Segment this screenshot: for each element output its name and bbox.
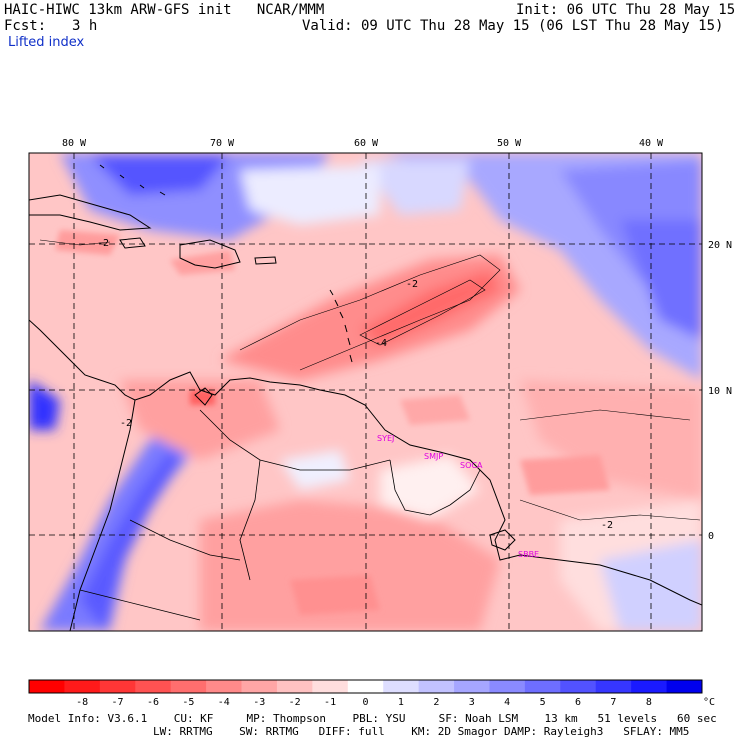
colorbar-tick-label: -8 xyxy=(76,697,88,708)
colorbar-tick-label: 2 xyxy=(433,697,439,708)
colorbar-tick-label: -2 xyxy=(289,697,301,708)
contour-label: -2 xyxy=(406,279,418,290)
colorbar-tick-label: 1 xyxy=(398,697,404,708)
colorbar-cell xyxy=(170,680,207,693)
contour-labels: -2 -2 -4 -2 -2 xyxy=(97,238,613,531)
colorbar-cell xyxy=(241,680,278,693)
forecast-label: Fcst: xyxy=(4,18,47,34)
colorbar-tick-label: -5 xyxy=(182,697,194,708)
colorbar-unit: °C xyxy=(703,697,715,708)
lon-label: 70 W xyxy=(210,138,235,149)
station-smjp: SMJP xyxy=(424,452,443,461)
colorbar-cell xyxy=(489,680,526,693)
valid-time: Valid: 09 UTC Thu 28 May 15 (06 LST Thu … xyxy=(302,18,724,34)
colorbar-tick-label: -3 xyxy=(253,697,265,708)
graticule xyxy=(29,153,702,631)
colorbar-cell xyxy=(418,680,455,693)
lat-label: 10 N xyxy=(708,386,732,397)
lat-labels: 20 N 10 N 0 xyxy=(708,240,732,542)
coastlines xyxy=(29,164,702,631)
map-frame xyxy=(28,152,703,632)
colorbar-cell xyxy=(524,680,561,693)
model-title: HAIC-HIWC 13km ARW-GFS init NCAR/MMM xyxy=(4,2,325,18)
station-soca: SOCA xyxy=(460,461,483,470)
lat-label: 0 xyxy=(708,531,714,542)
lifted-index-field xyxy=(29,153,702,631)
colorbar-tick-label: -7 xyxy=(112,697,124,708)
colorbar-cell xyxy=(64,680,101,693)
lon-label: 60 W xyxy=(354,138,379,149)
colorbar-tick-label: -1 xyxy=(324,697,336,708)
colorbar-cell xyxy=(99,680,136,693)
model-info-line1: Model Info: V3.6.1 CU: KF MP: Thompson P… xyxy=(28,712,717,725)
colorbar-cell xyxy=(595,680,632,693)
colorbar-cell xyxy=(383,680,420,693)
colorbar-tick-label: 4 xyxy=(504,697,510,708)
lon-label: 80 W xyxy=(62,138,87,149)
station-sbbe: SBBE xyxy=(518,550,539,559)
contour-label: -2 xyxy=(97,238,109,249)
colorbar-tick-label: 7 xyxy=(610,697,616,708)
init-time: Init: 06 UTC Thu 28 May 15 xyxy=(516,2,736,18)
contour-label: -2 xyxy=(601,520,613,531)
colorbar-tick-label: 8 xyxy=(646,697,652,708)
station-syej: SYEJ xyxy=(377,434,394,443)
colorbar-cell xyxy=(135,680,172,693)
colorbar-cell xyxy=(206,680,243,693)
colorbar-cell xyxy=(560,680,597,693)
model-info-line2: LW: RRTMG SW: RRTMG DIFF: full KM: 2D Sm… xyxy=(153,725,690,738)
lat-label: 20 N xyxy=(708,240,732,251)
colorbar-cell xyxy=(312,680,349,693)
colorbar-tick-label: -6 xyxy=(147,697,159,708)
contour-label: -2 xyxy=(120,418,132,429)
contour-label: -4 xyxy=(375,338,387,349)
colorbar: -8 -7 -6 -5 -4 -3 -2 -1 0 1 2 3 4 5 6 7 8 °C xyxy=(28,679,715,708)
colorbar-cell xyxy=(631,680,668,693)
contours xyxy=(39,239,701,521)
lon-labels: 80 W 70 W 60 W 50 W 40 W xyxy=(62,138,664,149)
colorbar-tick-label: -4 xyxy=(218,697,230,708)
forecast-hours: 3 h xyxy=(72,18,98,34)
colorbar-cell xyxy=(276,680,313,693)
colorbar-tick-label: 0 xyxy=(362,697,368,708)
colorbar-tick-label: 3 xyxy=(469,697,475,708)
field-name: Lifted index xyxy=(8,35,85,50)
colorbar-cell xyxy=(29,680,65,693)
lon-label: 50 W xyxy=(497,138,522,149)
colorbar-tick-label: 6 xyxy=(575,697,581,708)
lon-label: 40 W xyxy=(639,138,664,149)
colorbar-cell xyxy=(347,680,384,693)
station-markers: SYEJ SMJP SOCA SBBE xyxy=(377,434,539,559)
colorbar-tick-label: 5 xyxy=(540,697,546,708)
colorbar-cell xyxy=(454,680,490,693)
colorbar-cell xyxy=(666,680,703,693)
